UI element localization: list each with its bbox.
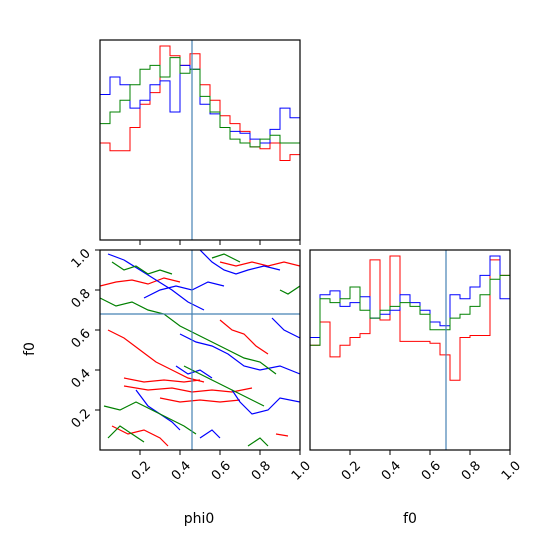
contour-series-3-line-5 <box>103 401 197 435</box>
contour-series-3-line-7 <box>107 425 145 443</box>
f0-hist-series-3 <box>310 274 510 346</box>
f0-hist-series-2 <box>310 255 510 338</box>
contour-series-2-line-5 <box>175 365 213 379</box>
f0-xtick-label-3: 0.6 <box>419 458 444 483</box>
phi0-hist-frame <box>99 39 301 241</box>
contour-series-3-line-1 <box>111 261 173 275</box>
f0-xtick-label-2: 0.4 <box>379 458 404 483</box>
contour-series-2-line-3 <box>199 250 281 275</box>
contour-series-2-line-1 <box>107 253 205 311</box>
contour-series-2-line-7 <box>231 389 300 415</box>
y-axis-label-f0: f0 <box>22 342 38 356</box>
contour-series-1-line-8 <box>111 425 169 447</box>
f0-xtick-label-4: 0.8 <box>459 458 484 483</box>
contour-series-2-line-2 <box>143 281 225 299</box>
contour-series-1-line-4 <box>123 377 201 383</box>
contour-lines <box>100 250 300 447</box>
x-axis-label-f0: f0 <box>403 511 417 527</box>
f0-xtick-label-5: 1.0 <box>499 458 524 483</box>
f0-ytick-label-5: 1.0 <box>69 246 94 271</box>
f0-ytick-label-4: 0.8 <box>69 286 94 311</box>
contour-series-2-line-9 <box>199 429 221 439</box>
f0-histogram-panel <box>309 249 511 455</box>
contour-series-3-line-8 <box>247 437 269 447</box>
phi0-xtick-label-3: 0.6 <box>209 458 234 483</box>
contour-series-1-line-7 <box>219 319 269 355</box>
contour-series-1-line-1 <box>100 277 181 287</box>
f0-hist-frame <box>309 249 511 451</box>
contour-series-3-line-6 <box>183 365 265 407</box>
phi0-xtick-label-1: 0.2 <box>129 458 154 483</box>
f0-ytick-label-2: 0.4 <box>69 366 94 391</box>
contour-frame <box>99 249 301 451</box>
phi0-xtick-label-4: 0.8 <box>249 458 274 483</box>
contour-series-3-line-3 <box>211 253 241 263</box>
contour-series-1-line-3 <box>107 329 205 383</box>
phi0-histogram-panel <box>99 39 301 245</box>
phi0-hist-series-3 <box>100 57 300 148</box>
phi0-xtick-label-5: 1.0 <box>289 458 314 483</box>
x-axis-label-phi0: phi0 <box>184 511 215 527</box>
contour-series-1-line-9 <box>275 433 289 437</box>
contour-series-3-line-4 <box>279 285 300 295</box>
contour-series-1-line-2 <box>219 261 300 267</box>
contour-series-2-line-6 <box>135 389 181 431</box>
phi0-xtick-label-2: 0.4 <box>169 458 194 483</box>
f0-ytick-label-1: 0.2 <box>69 406 94 431</box>
contour-series-2-line-8 <box>271 317 300 339</box>
f0-xtick-label-1: 0.2 <box>339 458 364 483</box>
contour-series-1-line-6 <box>159 397 241 403</box>
f0-ytick-label-3: 0.6 <box>69 326 94 351</box>
contour-series-2-line-4 <box>179 333 300 375</box>
phi0-f0-contour-panel <box>95 249 301 455</box>
contour-series-3-line-2 <box>100 297 277 375</box>
f0-hist-series-1 <box>310 255 510 381</box>
